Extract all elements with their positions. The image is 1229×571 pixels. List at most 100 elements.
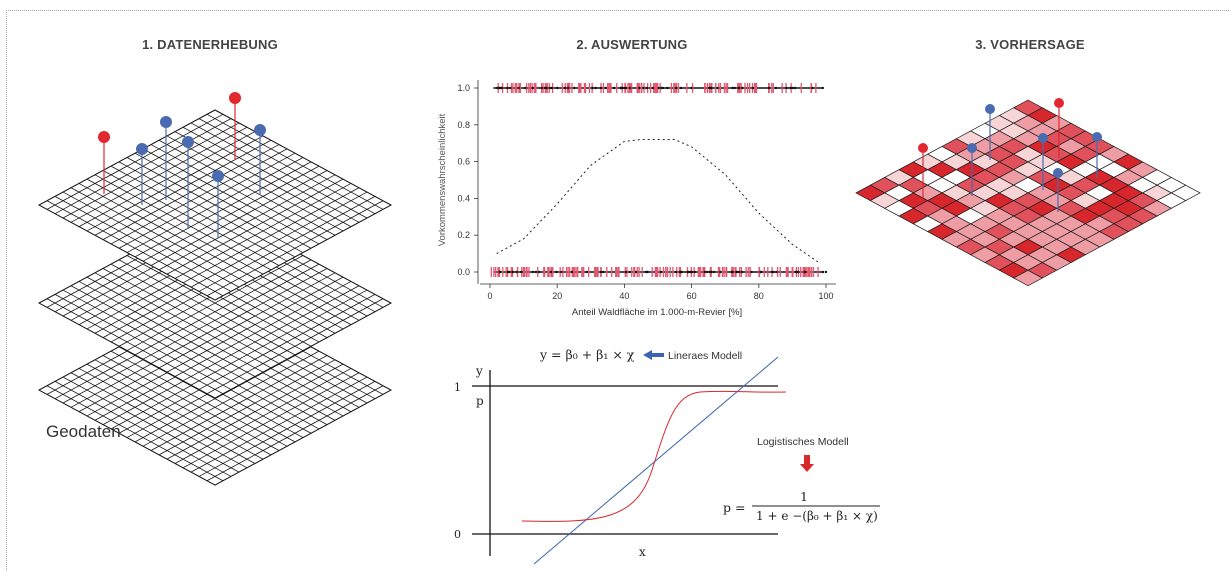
observation-point [591, 86, 594, 90]
logistic-formula-denominator: 1 + e −(β₀ + β₁ × χ) [756, 509, 878, 523]
observation-point [775, 270, 778, 274]
geodata-label: Geodaten [46, 422, 121, 441]
chart-y-axis-label: Vorkommenswahrscheinlichkeit [437, 113, 448, 246]
prediction-pin [985, 104, 995, 160]
observation-point [517, 86, 520, 90]
observation-point [531, 270, 535, 274]
observation-point [731, 86, 734, 90]
linear-formula: y = β₀ + β₁ × χ [539, 347, 635, 362]
observation-point [824, 270, 828, 274]
observation-point [740, 270, 744, 274]
observation-point [651, 86, 655, 90]
observation-point [604, 86, 607, 90]
observation-point [560, 270, 563, 274]
observation-point [707, 86, 711, 90]
prediction-pin [1054, 98, 1064, 158]
sample-pin [212, 170, 224, 238]
observation-point [737, 270, 741, 274]
chart-observations [490, 83, 828, 277]
observation-point [691, 270, 694, 274]
observation-point [531, 86, 534, 90]
observation-point [548, 86, 552, 90]
observation-point [794, 270, 798, 274]
arrow-down-icon [800, 455, 814, 472]
observation-point [693, 270, 697, 274]
x-tick-label: 60 [687, 291, 697, 301]
observation-point [689, 270, 692, 274]
observation-point [709, 86, 713, 90]
geodata-layer-top [37, 109, 393, 301]
observation-point [545, 86, 548, 90]
panel-title-auswertung: 2. AUSWERTUNG [576, 37, 688, 52]
sample-pin [160, 116, 172, 200]
observation-point [751, 86, 755, 90]
observation-point [737, 86, 741, 90]
logistic-model-curve [521, 390, 787, 522]
observation-point [515, 270, 518, 274]
observation-point [550, 86, 553, 90]
observation-point [750, 270, 753, 274]
observation-point [628, 270, 632, 274]
observation-point [821, 86, 825, 90]
observation-point [585, 270, 588, 274]
tick-label-one: 1 [454, 381, 461, 394]
sample-pin [229, 92, 241, 160]
figure-frame [6, 10, 1229, 571]
x-tick-label: 100 [818, 291, 833, 301]
axis-label-x: x [639, 545, 646, 559]
observation-point [506, 270, 510, 274]
observation-point [646, 270, 649, 274]
observation-point [657, 86, 660, 90]
observation-point [716, 86, 719, 90]
observation-point [703, 270, 706, 274]
logistic-model-label: Logistisches Modell [757, 436, 849, 448]
x-tick-label: 20 [552, 291, 562, 301]
observation-point [679, 86, 683, 90]
observation-point [735, 270, 739, 274]
observation-point [821, 270, 825, 274]
observation-point [594, 86, 598, 90]
observation-point [730, 270, 733, 274]
observation-point [599, 86, 603, 90]
prediction-pin [967, 143, 977, 196]
observation-point [796, 270, 800, 274]
tick-label-zero: 0 [454, 528, 461, 541]
observation-point [506, 86, 509, 90]
observation-point [511, 270, 514, 274]
sample-pin [136, 143, 148, 205]
observation-point [803, 270, 806, 274]
prediction-pin [1092, 132, 1102, 178]
sample-pin [182, 136, 194, 228]
observation-point [524, 86, 527, 90]
y-tick-label: 0.6 [457, 157, 470, 167]
observation-point [563, 86, 567, 90]
observation-point [811, 86, 814, 90]
observation-point [760, 270, 763, 274]
observation-point [793, 86, 797, 90]
sample-pin [98, 131, 110, 194]
chart-axes: 0 20 40 60 80 100 0.0 0.2 0.4 0.6 0.8 1.0 [457, 80, 836, 301]
observation-point [520, 270, 523, 274]
prediction-pin [918, 143, 928, 198]
observation-point [621, 86, 625, 90]
observation-point [741, 86, 744, 90]
observation-point [770, 270, 774, 274]
observation-point [733, 86, 736, 90]
observation-point [674, 86, 678, 90]
observation-point [543, 86, 547, 90]
observation-point [706, 270, 709, 274]
axis-label-p: p [476, 394, 484, 408]
observation-point [602, 270, 605, 274]
arrow-left-icon [643, 350, 664, 360]
observation-point [719, 270, 722, 274]
observation-point [619, 86, 623, 90]
y-tick-label: 0.8 [457, 120, 470, 130]
observation-point [634, 270, 638, 274]
observation-point [680, 270, 683, 274]
observation-point [498, 270, 501, 274]
observation-point [508, 270, 511, 274]
chart-fitted-curve [496, 139, 820, 264]
observation-point [549, 270, 553, 274]
